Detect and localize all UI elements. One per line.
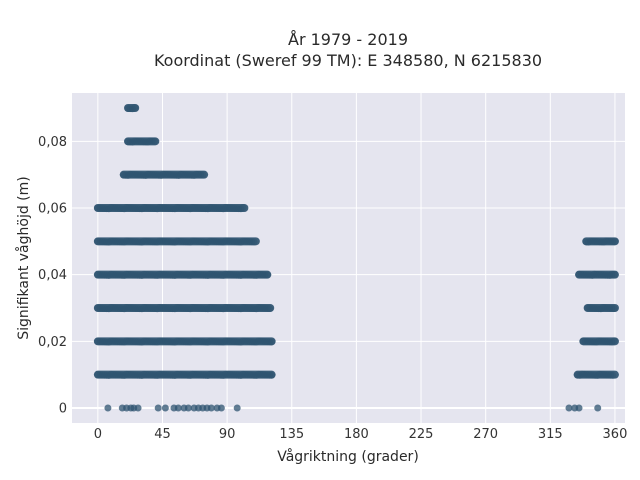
- x-tick-label: 90: [219, 427, 236, 442]
- y-axis-title: Signifikant våghöjd (m): [15, 176, 32, 339]
- band-point: [611, 238, 619, 246]
- data-points: [104, 404, 602, 412]
- data-point: [184, 404, 192, 412]
- data-point: [154, 404, 162, 412]
- data-point: [594, 404, 602, 412]
- band-point: [265, 304, 273, 312]
- x-tick-label: 180: [344, 427, 369, 442]
- plot-area: [72, 93, 625, 423]
- y-tick-label: 0,04: [38, 268, 67, 283]
- band-point: [609, 371, 617, 379]
- x-tick-label: 225: [409, 427, 434, 442]
- y-tick-label: 0,02: [38, 335, 67, 350]
- band-point: [268, 338, 276, 346]
- data-point: [233, 404, 241, 412]
- data-point: [207, 404, 215, 412]
- y-tick-label: 0,08: [38, 135, 67, 150]
- data-point: [104, 404, 112, 412]
- x-tick-label: 315: [538, 427, 563, 442]
- x-axis-title: Vågriktning (grader): [277, 448, 419, 465]
- y-tick-label: 0: [59, 402, 67, 417]
- y-tick-labels: 0 0,02 0,04 0,06 0,08: [38, 135, 67, 417]
- data-point: [161, 404, 169, 412]
- y-tick-label: 0,06: [38, 202, 67, 217]
- band-point: [131, 104, 139, 112]
- x-tick-label: 0: [94, 427, 102, 442]
- x-tick-label: 360: [603, 427, 628, 442]
- chart-title: År 1979 - 2019: [288, 30, 408, 49]
- band-point: [610, 305, 618, 313]
- chart-subtitle: Koordinat (Sweref 99 TM): E 348580, N 62…: [154, 51, 542, 70]
- band-point: [150, 137, 158, 145]
- data-point: [575, 404, 583, 412]
- data-point: [565, 404, 573, 412]
- data-point: [217, 404, 225, 412]
- data-point: [174, 404, 182, 412]
- band-point: [268, 371, 276, 379]
- data-bands: [93, 104, 619, 379]
- x-tick-label: 135: [279, 427, 304, 442]
- band-point: [250, 238, 258, 246]
- data-point: [134, 404, 142, 412]
- band-point: [199, 171, 207, 179]
- x-gridlines: [97, 93, 616, 423]
- band-point: [610, 271, 618, 279]
- x-tick-labels: 0 45 90 135 180 225 270 315 360: [94, 427, 628, 442]
- x-tick-label: 270: [473, 427, 498, 442]
- band-point: [610, 337, 618, 345]
- band-point: [263, 271, 271, 279]
- x-tick-label: 45: [154, 427, 171, 442]
- band-point: [239, 204, 247, 212]
